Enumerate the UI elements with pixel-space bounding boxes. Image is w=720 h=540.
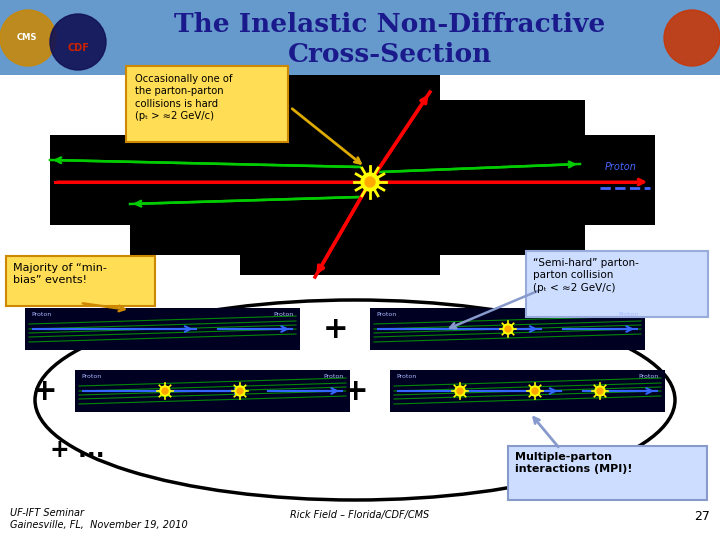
Text: The Inelastic Non-Diffractive: The Inelastic Non-Diffractive [174,12,606,37]
Bar [50,135,180,225]
Bar [240,220,440,275]
FancyBboxPatch shape [508,446,707,500]
Bar [0,0,108,75]
Text: Proton: Proton [376,312,396,317]
Circle shape [503,324,513,334]
Circle shape [597,388,603,394]
Text: Proton: Proton [618,312,639,317]
Text: Gainesville, FL,  November 19, 2010: Gainesville, FL, November 19, 2010 [10,520,188,530]
FancyBboxPatch shape [6,256,155,306]
Text: Cross-Section: Cross-Section [288,43,492,68]
Text: 27: 27 [694,510,710,523]
Text: Rick Field – Florida/CDF/CMS: Rick Field – Florida/CDF/CMS [290,510,430,520]
Bar [390,370,665,412]
Circle shape [162,388,168,394]
Text: + ...: + ... [50,438,104,462]
Circle shape [50,14,106,70]
Bar [130,100,585,255]
Text: Proton: Proton [605,162,637,172]
Text: CDF: CDF [67,43,89,53]
Text: Proton: Proton [396,374,416,379]
Text: +: + [32,376,58,406]
Text: Multiple-parton
interactions (MPI)!: Multiple-parton interactions (MPI)! [515,452,632,475]
Bar [0,0,720,75]
Circle shape [505,326,511,332]
Circle shape [237,388,243,394]
Text: “Semi-hard” parton-
parton collision
(pₜ < ≈2 GeV/c): “Semi-hard” parton- parton collision (pₜ… [533,258,639,293]
Text: Proton: Proton [31,312,51,317]
Text: Proton: Proton [274,312,294,317]
Text: UF-IFT Seminar: UF-IFT Seminar [10,508,84,518]
Circle shape [664,10,720,66]
Circle shape [0,10,56,66]
Text: CMS: CMS [17,33,37,43]
Text: Proton: Proton [639,374,659,379]
Text: +: + [323,314,348,343]
Bar [240,75,440,135]
Circle shape [160,386,170,396]
Circle shape [455,386,465,396]
Text: Occasionally one of
the parton-parton
collisions is hard
(pₜ > ≈2 GeV/c): Occasionally one of the parton-parton co… [135,74,233,121]
Circle shape [595,386,605,396]
Bar [25,308,300,350]
Circle shape [235,386,245,396]
Circle shape [365,177,375,187]
Circle shape [361,173,379,191]
Bar [370,308,645,350]
FancyBboxPatch shape [126,66,288,142]
Bar [75,370,350,412]
Circle shape [532,388,538,394]
Circle shape [530,386,540,396]
Text: +: + [343,376,369,406]
Text: Proton: Proton [324,374,344,379]
Bar [535,135,655,225]
Text: Proton: Proton [81,374,102,379]
Text: Majority of “min-
bias” events!: Majority of “min- bias” events! [13,263,107,286]
Circle shape [457,388,463,394]
FancyBboxPatch shape [526,251,708,317]
